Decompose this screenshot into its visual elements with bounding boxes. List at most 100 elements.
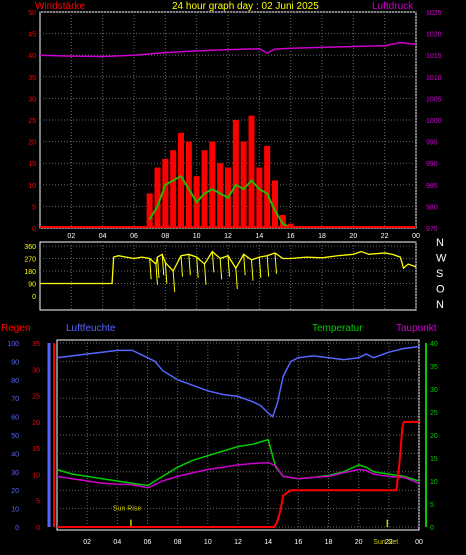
wind-bar [279, 215, 286, 228]
compass-label: S [436, 268, 443, 280]
rain-tick-label: 0 [36, 525, 40, 532]
rain-tick-label: 15 [32, 446, 40, 453]
wind-direction-spike [251, 259, 254, 281]
humidity-line [56, 345, 420, 418]
wind-bar [248, 115, 255, 228]
wind-tick-label: 25 [28, 118, 36, 125]
wind-bar [287, 223, 294, 228]
direction-tick-label: 270 [24, 257, 36, 264]
pressure-axis-title: Luftdruck [372, 1, 414, 12]
direction-tick-label: 0 [32, 294, 36, 301]
pressure-tick-label: 1015 [426, 53, 442, 60]
wind-direction-spike [219, 258, 223, 280]
humidity-tick-label: 30 [11, 470, 19, 477]
rain-tick-label: 20 [32, 420, 40, 427]
hour-tick-label: 22 [381, 233, 389, 240]
temperature-tick-label: 35 [430, 364, 438, 371]
wind-bar [264, 145, 271, 228]
sunset-label: Sun Set [373, 539, 398, 546]
wind-bar [178, 132, 184, 228]
humidity-tick-label: 90 [11, 359, 19, 366]
wind-tick-label: 40 [28, 53, 36, 60]
wind-average-line [148, 174, 292, 229]
wind-bar [201, 150, 208, 228]
pressure-tick-label: 990 [426, 161, 438, 168]
pressure-tick-label: 1000 [426, 118, 442, 125]
wind-direction-spike [180, 255, 183, 277]
humidity-tick-label: 0 [15, 525, 19, 532]
rain-legend: Regen [1, 323, 30, 334]
temperature-line [56, 438, 420, 487]
temperature-tick-label: 25 [430, 410, 438, 417]
wind-axis-title: Windstärke [35, 1, 85, 12]
direction-tick-label: 360 [24, 244, 36, 251]
hour-tick-label: 12 [224, 233, 232, 240]
temperature-tick-label: 15 [430, 456, 438, 463]
wind-bar [154, 167, 161, 228]
wind-tick-label: 35 [28, 75, 36, 82]
compass-label: N [436, 299, 444, 311]
hour-tick-label: 20 [355, 539, 363, 546]
wind-direction-spike [274, 252, 277, 274]
temperature-tick-label: 40 [430, 341, 438, 348]
hour-tick-label: 08 [174, 539, 182, 546]
dewpoint-line [56, 461, 420, 489]
temperature-tick-label: 20 [430, 433, 438, 440]
humidity-legend: Luftfeuchte [66, 323, 116, 334]
temperature-tick-label: 5 [430, 502, 434, 509]
wind-bar [272, 180, 278, 228]
wind-direction-spike [211, 251, 215, 273]
wind-bar [185, 141, 192, 228]
wind-bar [240, 141, 247, 228]
hour-tick-label: 08 [161, 233, 169, 240]
humidity-tick-label: 100 [7, 341, 19, 348]
pressure-tick-label: 1005 [426, 96, 442, 103]
pressure-tick-label: 980 [426, 204, 438, 211]
hour-tick-label: 14 [255, 233, 263, 240]
humidity-tick-label: 60 [11, 415, 19, 422]
wind-direction-spike [227, 255, 230, 277]
rain-line [57, 420, 419, 528]
hour-tick-label: 18 [318, 233, 326, 240]
hour-tick-label: 18 [325, 539, 333, 546]
hour-tick-label: 16 [287, 233, 295, 240]
wind-bar [209, 141, 216, 228]
rain-tick-label: 25 [32, 394, 40, 401]
humidity-tick-label: 20 [11, 488, 19, 495]
wind-tick-label: 30 [28, 96, 36, 103]
humidity-tick-label: 80 [11, 378, 19, 385]
pressure-tick-label: 995 [426, 140, 438, 147]
pressure-line [39, 41, 417, 58]
wind-direction-spike [149, 258, 152, 280]
wind-direction-spike [196, 257, 199, 278]
hour-tick-label: 04 [113, 539, 121, 546]
compass-label: O [436, 284, 445, 296]
pressure-tick-label: 1020 [426, 32, 442, 39]
wind-bar [146, 193, 153, 228]
pressure-tick-label: 1010 [426, 75, 442, 82]
direction-tick-label: 180 [24, 269, 36, 276]
wind-tick-label: 20 [28, 140, 36, 147]
wind-direction-spike [157, 257, 160, 278]
hour-tick-label: 12 [234, 539, 242, 546]
hour-tick-label: 02 [67, 233, 75, 240]
wind-direction-spike [235, 268, 238, 290]
wind-bar [256, 167, 263, 228]
rain-tick-label: 10 [32, 472, 40, 479]
wind-bar [232, 120, 239, 228]
rain-tick-label: 30 [32, 367, 40, 374]
wind-direction-spike [266, 255, 270, 277]
pressure-tick-label: 1025 [426, 10, 442, 17]
hour-tick-label: 00 [415, 539, 423, 546]
humidity-tick-label: 10 [11, 507, 19, 514]
hour-tick-label: 14 [264, 539, 272, 546]
temperature-legend: Temperatur [312, 323, 363, 334]
wind-direction-line [40, 250, 417, 285]
hour-tick-label: 06 [144, 539, 152, 546]
wind-direction-spike [164, 262, 168, 284]
rain-tick-label: 5 [36, 499, 40, 506]
wind-direction-spike [243, 254, 246, 276]
hour-tick-label: 22 [385, 539, 393, 546]
direction-tick-label: 90 [28, 282, 36, 289]
